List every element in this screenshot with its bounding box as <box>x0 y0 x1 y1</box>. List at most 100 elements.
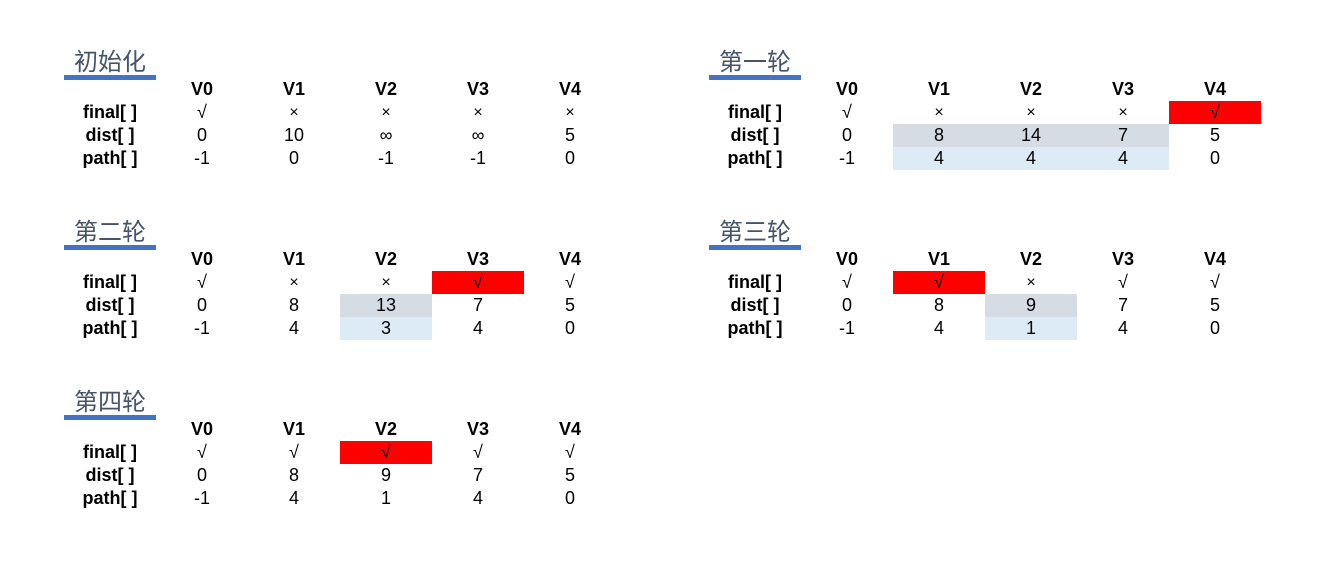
column-header-v2: V2 <box>374 419 398 439</box>
dist-cell-v4: 5 <box>564 465 575 485</box>
final-cell-v0: √ <box>842 102 852 122</box>
column-header-v2: V2 <box>374 249 398 269</box>
corner-cell <box>64 418 156 441</box>
panel-title: 第四轮 <box>64 388 156 420</box>
row-label-final: final[ ] <box>728 272 782 292</box>
final-cell-v4: √ <box>1210 272 1220 292</box>
path-cell-v2: 1 <box>985 317 1077 340</box>
dist-cell-v1: 8 <box>288 295 299 315</box>
final-cell-v1: × <box>289 104 299 121</box>
final-cell-v3: √ <box>1118 272 1128 292</box>
dist-cell-v0: 0 <box>196 125 207 145</box>
row-label-path: path[ ] <box>82 318 138 338</box>
state-table: V0 V1 V2 V3 V4 final[ ] √ × × × √ dist[ ] 0 8 14 7 5 path… <box>709 78 1261 170</box>
path-cell-v1: 4 <box>288 488 299 508</box>
panel-title: 第二轮 <box>64 218 156 250</box>
final-cell-v2: × <box>1026 274 1036 291</box>
row-label-dist: dist[ ] <box>85 295 135 315</box>
path-cell-v1: 0 <box>288 148 299 168</box>
dist-cell-v2: 14 <box>985 124 1077 147</box>
dist-cell-v1: 8 <box>288 465 299 485</box>
row-label-path: path[ ] <box>82 148 138 168</box>
dist-cell-v1: 8 <box>893 124 985 147</box>
column-header-v2: V2 <box>374 79 398 99</box>
dist-cell-v4: 5 <box>1209 295 1220 315</box>
final-cell-v4: √ <box>565 272 575 292</box>
dist-cell-v2: 9 <box>380 465 391 485</box>
path-cell-v0: -1 <box>838 318 855 338</box>
row-label-dist: dist[ ] <box>85 125 135 145</box>
path-cell-v0: -1 <box>193 148 210 168</box>
dist-cell-v0: 0 <box>196 465 207 485</box>
dist-cell-v2: ∞ <box>379 125 393 145</box>
path-cell-v1: 4 <box>893 147 985 170</box>
column-header-v3: V3 <box>466 419 490 439</box>
final-cell-v0: √ <box>197 102 207 122</box>
final-cell-v0: √ <box>842 272 852 292</box>
column-header-v4: V4 <box>558 79 582 99</box>
path-cell-v0: -1 <box>193 488 210 508</box>
column-header-v3: V3 <box>466 249 490 269</box>
dist-cell-v3: 7 <box>472 465 483 485</box>
path-cell-v3: -1 <box>469 148 486 168</box>
column-header-v0: V0 <box>835 249 859 269</box>
final-cell-v3: × <box>1118 104 1128 121</box>
path-cell-v2: 3 <box>340 317 432 340</box>
panel-init: 初始化 V0 V1 V2 V3 V4 final[ ] √ × × × × dist[ ] 0 10 ∞ ∞ 5 p… <box>64 48 624 188</box>
path-cell-v2: 1 <box>380 488 391 508</box>
column-header-v4: V4 <box>558 419 582 439</box>
column-header-v1: V1 <box>282 249 306 269</box>
column-header-v0: V0 <box>190 419 214 439</box>
row-label-dist: dist[ ] <box>730 125 780 145</box>
row-label-final: final[ ] <box>83 102 137 122</box>
row-label-dist: dist[ ] <box>730 295 780 315</box>
path-cell-v3: 4 <box>1117 318 1128 338</box>
state-table: V0 V1 V2 V3 V4 final[ ] √ √ √ √ √ dist[ ] 0 8 9 7 5 path[… <box>64 418 616 510</box>
row-label-path: path[ ] <box>82 488 138 508</box>
path-cell-v4: 0 <box>564 488 575 508</box>
column-header-v3: V3 <box>1111 249 1135 269</box>
final-cell-v3: × <box>473 104 483 121</box>
panel-round-3: 第三轮 V0 V1 V2 V3 V4 final[ ] √ √ × √ √ dist[ ] 0 8 9 7 5 pa… <box>709 218 1269 358</box>
dist-cell-v0: 0 <box>196 295 207 315</box>
path-cell-v3: 4 <box>472 488 483 508</box>
column-header-v2: V2 <box>1019 79 1043 99</box>
corner-cell <box>64 78 156 101</box>
dist-cell-v3: 7 <box>472 295 483 315</box>
column-header-v1: V1 <box>927 249 951 269</box>
final-cell-v4: √ <box>565 442 575 462</box>
dist-cell-v3: 7 <box>1077 124 1169 147</box>
path-cell-v2: 4 <box>985 147 1077 170</box>
dist-cell-v2: 9 <box>985 294 1077 317</box>
column-header-v0: V0 <box>190 79 214 99</box>
state-table: V0 V1 V2 V3 V4 final[ ] √ × × √ √ dist[ ] 0 8 13 7 5 path… <box>64 248 616 340</box>
path-cell-v3: 4 <box>1077 147 1169 170</box>
dist-cell-v4: 5 <box>1209 125 1220 145</box>
column-header-v1: V1 <box>282 79 306 99</box>
final-cell-v3: √ <box>432 271 524 294</box>
dist-cell-v3: 7 <box>1117 295 1128 315</box>
column-header-v2: V2 <box>1019 249 1043 269</box>
panel-title: 第一轮 <box>709 48 801 80</box>
final-cell-v2: × <box>381 274 391 291</box>
panel-round-1: 第一轮 V0 V1 V2 V3 V4 final[ ] √ × × × √ dist[ ] 0 8 14 7 5 p… <box>709 48 1269 188</box>
state-table: V0 V1 V2 V3 V4 final[ ] √ √ × √ √ dist[ ] 0 8 9 7 5 path[… <box>709 248 1261 340</box>
column-header-v3: V3 <box>466 79 490 99</box>
panel-title: 第三轮 <box>709 218 801 250</box>
row-label-final: final[ ] <box>83 272 137 292</box>
path-cell-v4: 0 <box>1209 318 1220 338</box>
path-cell-v2: -1 <box>377 148 394 168</box>
column-header-v0: V0 <box>190 249 214 269</box>
path-cell-v4: 0 <box>1209 148 1220 168</box>
corner-cell <box>709 248 801 271</box>
path-cell-v3: 4 <box>472 318 483 338</box>
final-cell-v4: √ <box>1169 101 1261 124</box>
corner-cell <box>709 78 801 101</box>
panel-round-4: 第四轮 V0 V1 V2 V3 V4 final[ ] √ √ √ √ √ dist[ ] 0 8 9 7 5 pa… <box>64 388 624 528</box>
path-cell-v4: 0 <box>564 318 575 338</box>
final-cell-v1: √ <box>289 442 299 462</box>
final-cell-v1: × <box>934 104 944 121</box>
dist-cell-v0: 0 <box>841 295 852 315</box>
final-cell-v2: √ <box>340 441 432 464</box>
path-cell-v0: -1 <box>838 148 855 168</box>
